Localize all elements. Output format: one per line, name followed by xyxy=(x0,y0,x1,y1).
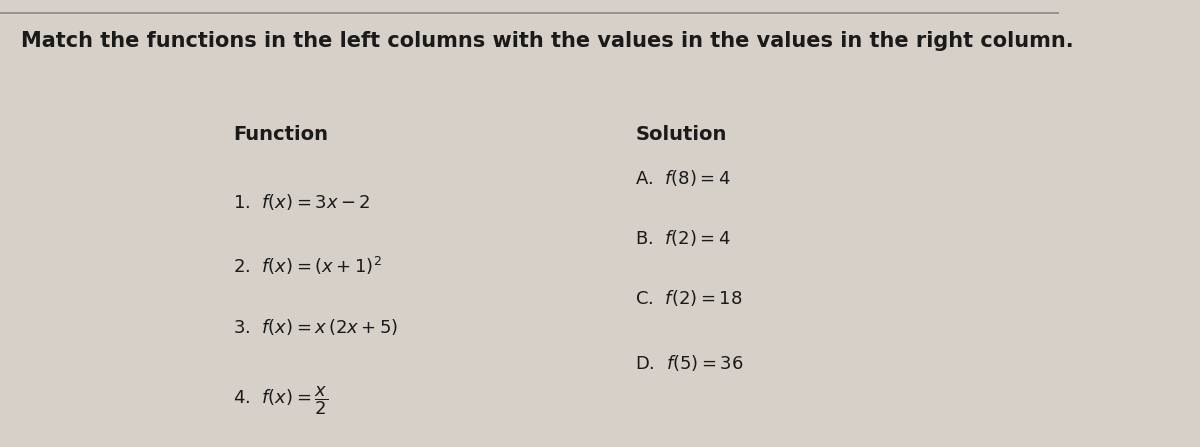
Text: Function: Function xyxy=(233,125,328,144)
Text: C.  $f(2) = 18$: C. $f(2) = 18$ xyxy=(635,288,743,308)
Text: 3.  $f(x) = x\,(2x + 5)$: 3. $f(x) = x\,(2x + 5)$ xyxy=(233,317,398,337)
Text: 1.  $f(x) = 3x - 2$: 1. $f(x) = 3x - 2$ xyxy=(233,192,371,212)
Text: 4.  $f(x) = \dfrac{x}{2}$: 4. $f(x) = \dfrac{x}{2}$ xyxy=(233,384,328,417)
Text: Match the functions in the left columns with the values in the values in the rig: Match the functions in the left columns … xyxy=(22,31,1074,51)
Text: B.  $f(2) = 4$: B. $f(2) = 4$ xyxy=(635,228,731,248)
Text: D.  $f(5) = 36$: D. $f(5) = 36$ xyxy=(635,353,744,373)
Text: A.  $f(8) = 4$: A. $f(8) = 4$ xyxy=(635,168,731,188)
Text: Solution: Solution xyxy=(635,125,727,144)
Text: 2.  $f(x) = (x + 1)^2$: 2. $f(x) = (x + 1)^2$ xyxy=(233,255,382,277)
